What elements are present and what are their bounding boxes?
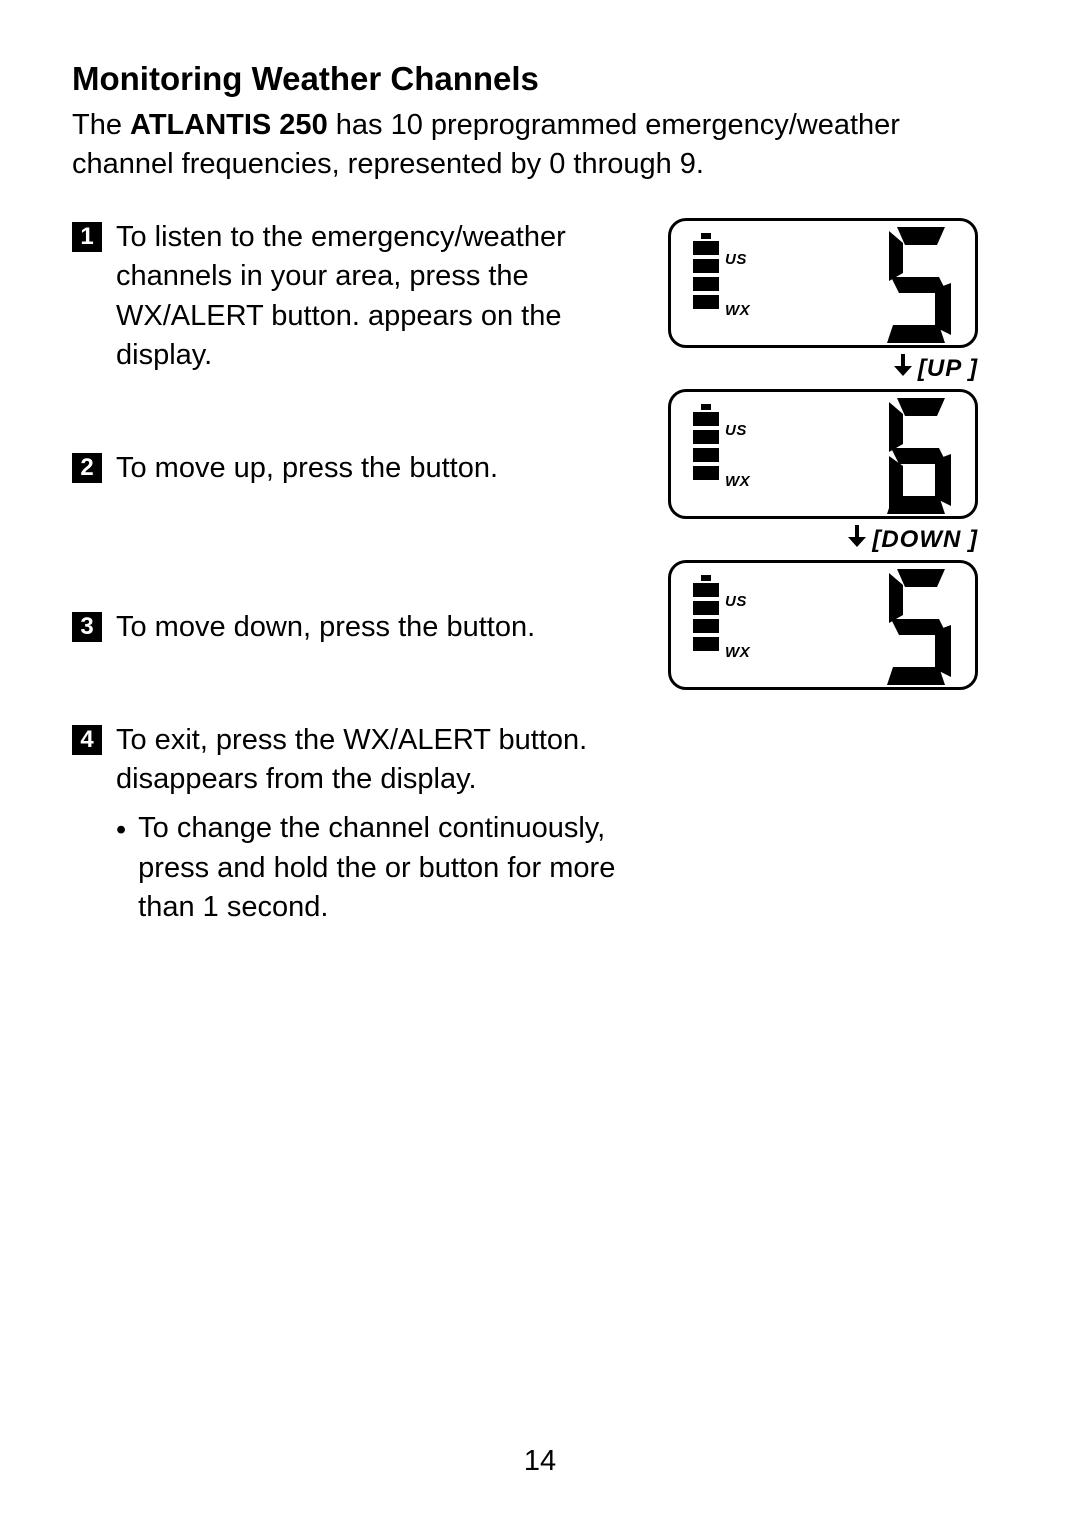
battery-icon: [693, 575, 719, 655]
section-title: Monitoring Weather Channels: [72, 60, 1008, 98]
step-number-icon: 1: [72, 222, 102, 252]
lcd-digit: [885, 227, 957, 343]
battery-icon: [693, 404, 719, 484]
step-1: 1 To listen to the emergency/weather cha…: [72, 218, 628, 375]
arrow-caption: [UP ]: [918, 355, 978, 383]
intro-paragraph: The ATLANTIS 250 has 10 preprogrammed em…: [72, 106, 1008, 184]
manual-page: Monitoring Weather Channels The ATLANTIS…: [0, 0, 1080, 1526]
step-2: 2 To move up, press the button.: [72, 449, 628, 488]
content-columns: 1 To listen to the emergency/weather cha…: [72, 218, 1008, 927]
lcd-mode-labels: US WX: [725, 251, 750, 319]
lcd-mode-labels: US WX: [725, 593, 750, 661]
page-number: 14: [0, 1445, 1080, 1478]
step-text: To listen to the emergency/weather chann…: [116, 218, 628, 375]
lcd-label-wx: WX: [725, 473, 750, 490]
lcd-label-wx: WX: [725, 302, 750, 319]
bullet-text: To change the channel continuously, pres…: [138, 809, 628, 926]
bullet-icon: •: [116, 811, 126, 850]
lcd-mode-labels: US WX: [725, 422, 750, 490]
step-number-icon: 4: [72, 725, 102, 755]
step-text: To move down, press the button.: [116, 608, 535, 647]
step-number-icon: 3: [72, 612, 102, 642]
lcd-label-us: US: [725, 593, 750, 610]
arrow-down-label: [DOWN ]: [668, 525, 978, 554]
lcd-digit: [885, 398, 957, 514]
product-name: ATLANTIS 250: [130, 109, 328, 141]
bullet-note: • To change the channel continuously, pr…: [116, 809, 628, 926]
lcd-digit: [885, 569, 957, 685]
steps-column: 1 To listen to the emergency/weather cha…: [72, 218, 628, 927]
intro-pre: The: [72, 109, 130, 141]
lcd-display-2: US WX: [668, 389, 978, 519]
arrow-caption: [DOWN ]: [872, 526, 978, 554]
lcd-display-3: US WX: [668, 560, 978, 690]
lcd-label-us: US: [725, 251, 750, 268]
arrow-up-label: [UP ]: [668, 354, 978, 383]
arrow-down-icon: [848, 525, 866, 554]
battery-icon: [693, 233, 719, 313]
step-4: 4 To exit, press the WX/ALERT button. di…: [72, 721, 628, 799]
arrow-down-icon: [894, 354, 912, 383]
step-3: 3 To move down, press the button.: [72, 608, 628, 647]
lcd-label-wx: WX: [725, 644, 750, 661]
step-text: To exit, press the WX/ALERT button. disa…: [116, 721, 628, 799]
step-number-icon: 2: [72, 453, 102, 483]
lcd-display-1: US WX: [668, 218, 978, 348]
lcd-label-us: US: [725, 422, 750, 439]
step-text: To move up, press the button.: [116, 449, 498, 488]
lcd-column: US WX [UP ] US: [668, 218, 1008, 927]
